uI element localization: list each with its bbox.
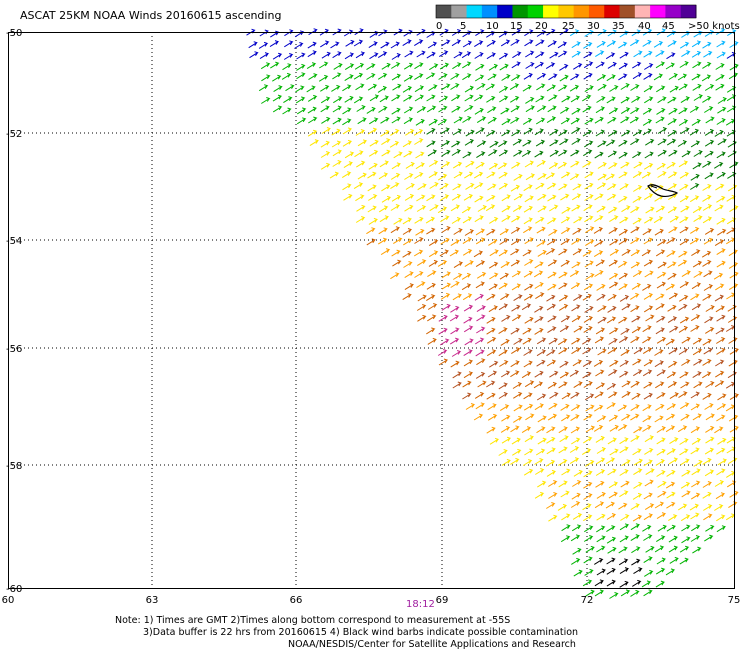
lat-label: -58 xyxy=(6,461,22,472)
wind-speed-legend: 0 5 10 15 20 25 30 35 40 45 >50 knots xyxy=(435,4,740,32)
lat-label: -60 xyxy=(6,584,22,595)
legend-swatch xyxy=(466,5,483,18)
legend-swatch xyxy=(527,5,544,18)
legend-swatch xyxy=(680,5,697,18)
map-frame xyxy=(8,32,735,589)
legend-swatch xyxy=(558,5,575,18)
legend-swatch xyxy=(573,5,590,18)
lon-label: 69 xyxy=(436,595,449,606)
time-label: 18:12 xyxy=(406,599,435,610)
legend-label: 5 xyxy=(460,21,466,32)
legend-swatch xyxy=(665,5,682,18)
legend-label: >50 knots xyxy=(688,21,740,32)
legend-label: 25 xyxy=(562,21,575,32)
latitude-labels: -50 -52 -54 -56 -58 -60 xyxy=(6,28,22,595)
legend-swatch xyxy=(650,5,666,18)
legend-label: 20 xyxy=(535,21,548,32)
lat-label: -54 xyxy=(6,236,22,247)
legend-label: 35 xyxy=(612,21,625,32)
legend-swatch xyxy=(619,5,636,18)
legend-swatch xyxy=(436,5,452,18)
note-line-2: 3)Data buffer is 22 hrs from 20160615 4)… xyxy=(143,627,579,638)
lon-label: 66 xyxy=(290,595,303,606)
legend-label: 40 xyxy=(638,21,651,32)
legend-swatch xyxy=(543,5,559,18)
lon-label: 72 xyxy=(581,595,594,606)
legend-label: 30 xyxy=(587,21,600,32)
legend-swatch xyxy=(634,5,651,18)
wind-barbs xyxy=(246,28,740,599)
island-outline xyxy=(647,184,679,197)
legend-swatch xyxy=(604,5,621,18)
longitude-labels: 60 63 66 69 72 75 xyxy=(2,595,740,606)
note-line-1: Note: 1) Times are GMT 2)Times along bot… xyxy=(115,615,511,626)
lon-label: 60 xyxy=(2,595,15,606)
legend-swatch xyxy=(481,5,498,18)
legend-swatch xyxy=(588,5,605,18)
note-line-3: NOAA/NESDIS/Center for Satellite Applica… xyxy=(288,639,576,650)
lat-label: -50 xyxy=(6,28,22,39)
legend-label: 10 xyxy=(486,21,499,32)
legend-label: 15 xyxy=(510,21,523,32)
legend-swatch xyxy=(512,5,529,18)
legend-label: 0 xyxy=(436,21,442,32)
lon-label: 75 xyxy=(728,595,740,606)
legend-swatch xyxy=(451,5,468,18)
lon-label: 63 xyxy=(146,595,159,606)
lat-label: -56 xyxy=(6,344,22,355)
map-title: ASCAT 25KM NOAA Winds 20160615 ascending xyxy=(20,9,282,22)
legend-swatch xyxy=(497,5,513,18)
lat-label: -52 xyxy=(6,129,22,140)
legend-label: 45 xyxy=(662,21,675,32)
